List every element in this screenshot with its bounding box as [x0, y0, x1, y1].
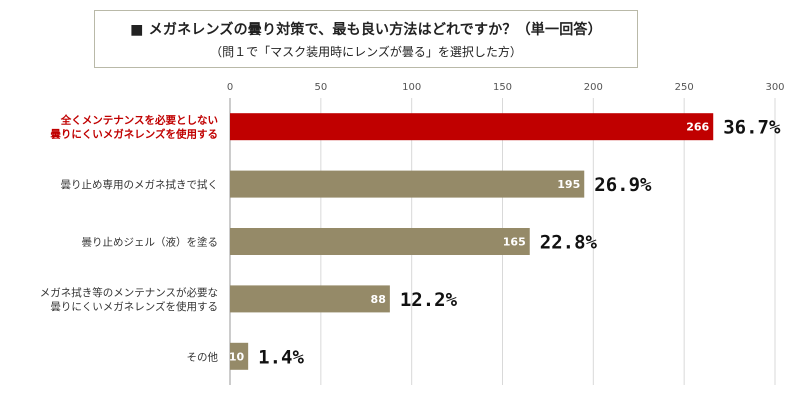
x-tick-label: 150 — [493, 82, 512, 93]
x-tick-label: 0 — [227, 82, 233, 93]
bar-percent-label: 36.7% — [723, 117, 781, 139]
chart-subtitle: （問１で「マスク装用時にレンズが曇る」を選択した方） — [210, 45, 522, 59]
bar-value-label: 10 — [229, 350, 245, 363]
category-label: 曇り止めジェル（液）を塗る — [82, 236, 219, 249]
x-tick-label: 300 — [765, 82, 784, 93]
bar-value-label: 195 — [557, 178, 580, 191]
bar-percent-label: 12.2% — [400, 289, 458, 311]
bar — [230, 342, 249, 370]
bar-percent-label: 1.4% — [258, 346, 304, 368]
category-label: メガネ拭き等のメンテナンスが必要な — [40, 286, 218, 299]
category-label: 曇り止め専用のメガネ拭きで拭く — [61, 178, 219, 191]
bar — [230, 285, 390, 313]
x-tick-label: 250 — [675, 82, 694, 93]
bar — [230, 113, 714, 141]
bar-value-label: 165 — [503, 236, 526, 249]
category-label: その他 — [187, 350, 219, 363]
category-label: 曇りにくいメガネレンズを使用する — [50, 128, 218, 141]
category-label: 曇りにくいメガネレンズを使用する — [50, 300, 218, 313]
x-tick-label: 200 — [584, 82, 603, 93]
chart-title: ■ メガネレンズの曇り対策で、最も良い方法はどれですか？（単一回答） — [130, 22, 602, 38]
bar-value-label: 266 — [686, 121, 709, 134]
bar — [230, 170, 585, 198]
bar — [230, 228, 530, 255]
x-tick-label: 50 — [314, 82, 327, 93]
x-tick-label: 100 — [402, 82, 421, 93]
bar-percent-label: 26.9% — [594, 174, 652, 196]
category-label: 全くメンテナンスを必要としない — [60, 114, 218, 127]
bar-value-label: 88 — [371, 293, 386, 306]
bar-percent-label: 22.8% — [540, 232, 598, 254]
title-box: ■ メガネレンズの曇り対策で、最も良い方法はどれですか？（単一回答） （問１で「… — [94, 10, 638, 68]
